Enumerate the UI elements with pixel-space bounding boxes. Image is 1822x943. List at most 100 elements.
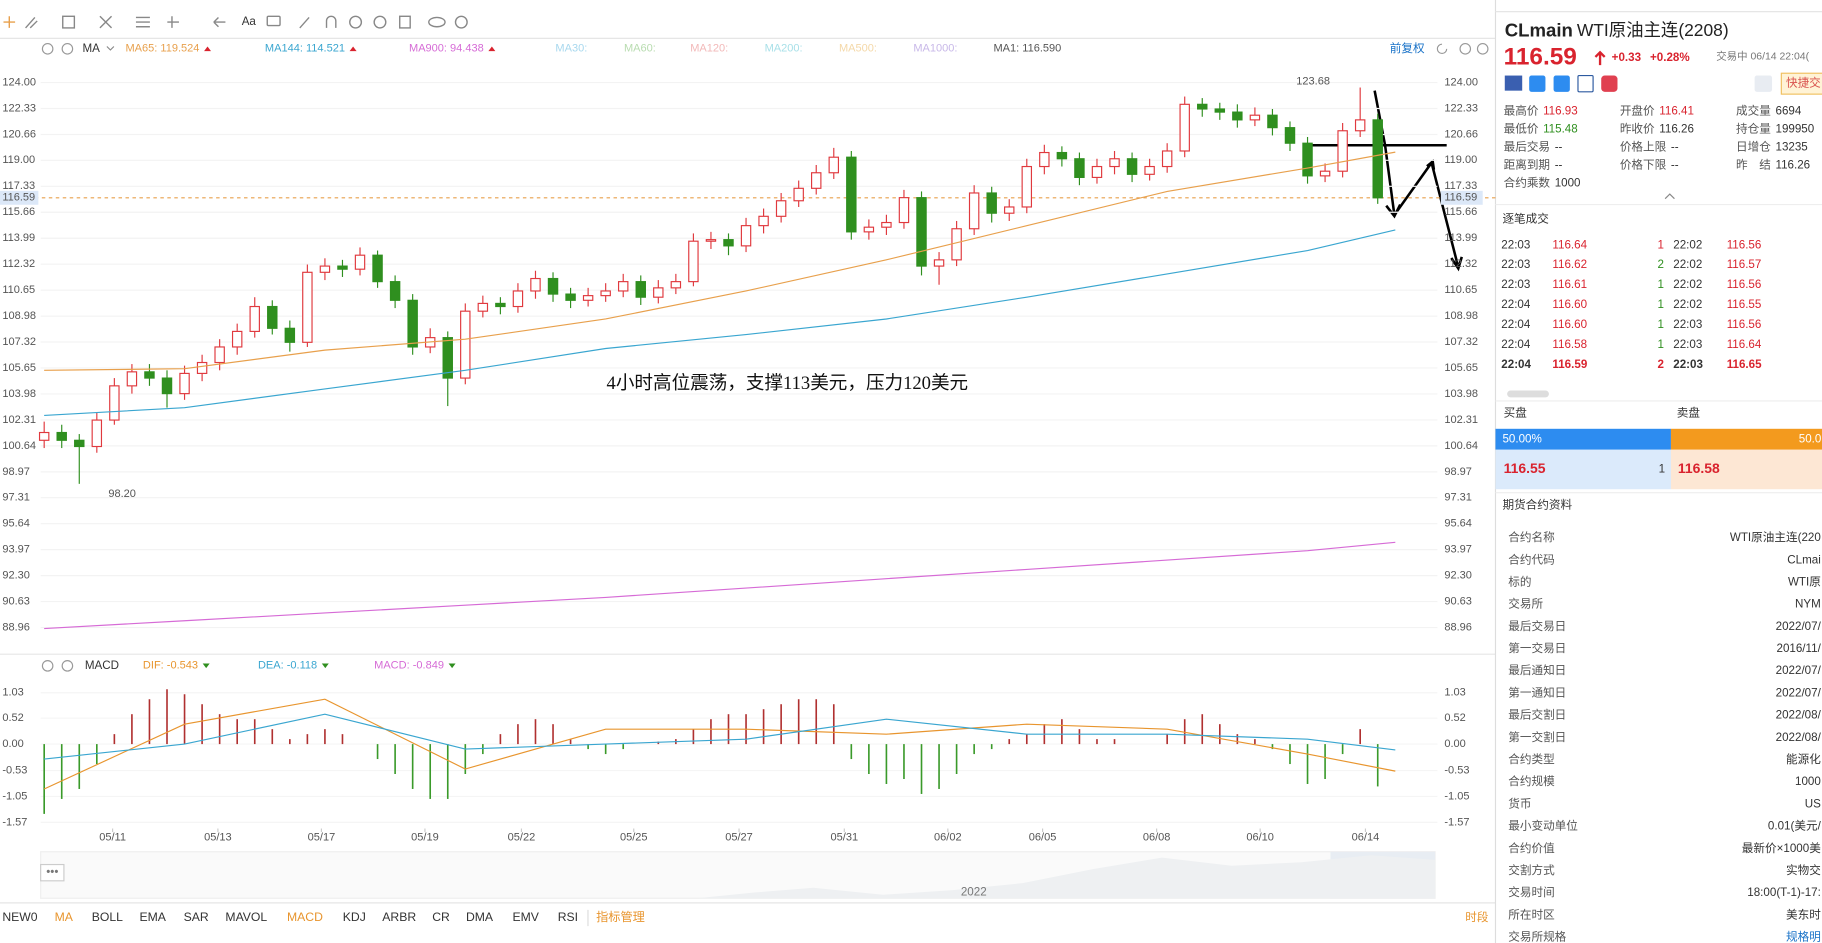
icon[interactable]	[1553, 75, 1570, 92]
candle-body	[1161, 150, 1173, 168]
indicator-tab[interactable]: CR	[432, 910, 450, 924]
indicator-tab[interactable]: MA	[55, 910, 74, 924]
more-dots[interactable]: •••	[46, 866, 58, 879]
y-tick-label: 0.52	[2, 712, 23, 724]
indicator-tab[interactable]: NEW0	[2, 910, 37, 924]
y-tick-label: -1.05	[2, 790, 27, 802]
x-tick-label: 05/13	[204, 832, 232, 844]
trade-cell: 116.60	[1552, 318, 1587, 331]
contract-value: 2016/11/	[1776, 642, 1821, 655]
fib-tool[interactable]	[99, 15, 113, 29]
indicator-tab[interactable]: EMA	[139, 910, 166, 924]
y-tick-label: 119.00	[1444, 154, 1477, 166]
hide-tool[interactable]	[373, 15, 387, 29]
favorite-icon[interactable]	[1601, 75, 1618, 92]
close-icon[interactable]	[61, 43, 74, 55]
y-tick-label: -1.05	[1444, 790, 1469, 802]
fast-trade[interactable]: 快捷交	[1786, 76, 1821, 90]
more-button[interactable]	[40, 863, 65, 882]
settings-tool[interactable]	[454, 15, 468, 29]
lock-tool[interactable]	[349, 15, 363, 29]
stat-value: 13235	[1775, 141, 1807, 154]
legend-arrow	[488, 46, 496, 52]
contract-label: 合约规模	[1508, 774, 1555, 788]
y-tick-label: 113.99	[1444, 232, 1477, 244]
line-tool[interactable]	[25, 16, 38, 29]
reset-icon[interactable]	[1436, 43, 1448, 55]
macd-title: MACD	[85, 659, 119, 672]
indicator-tab[interactable]: KDJ	[343, 910, 366, 924]
candle-body	[144, 371, 155, 379]
candle-body	[1337, 130, 1348, 172]
zoom-out-icon[interactable]	[1459, 43, 1472, 55]
indicator-tab[interactable]: BOLL	[92, 910, 123, 924]
candle-body	[775, 200, 787, 217]
candle-body	[1091, 165, 1103, 179]
candle-body	[1039, 151, 1050, 168]
trade-cell: 22:02	[1673, 278, 1702, 291]
period-button[interactable]: 时段	[1465, 910, 1489, 924]
indicator-line	[44, 229, 1396, 417]
settings-icon[interactable]	[41, 660, 54, 672]
stat-label: 成交量	[1736, 104, 1771, 118]
trade-cell: 2	[1658, 258, 1664, 271]
contract-label: 交易时间	[1508, 885, 1554, 899]
trade-cell: 22:03	[1501, 258, 1530, 271]
candle-body	[1074, 158, 1085, 179]
dropdown-icon[interactable]	[106, 46, 115, 51]
indicator-manage[interactable]: 指标管理	[596, 909, 645, 924]
candle-body	[1126, 158, 1138, 175]
last-price-box	[0, 190, 39, 205]
delete-tool[interactable]	[399, 15, 411, 29]
contract-value: 规格明	[1786, 930, 1821, 943]
contract-value: 2022/07/	[1776, 664, 1822, 677]
trade-cell: 1	[1658, 338, 1664, 351]
contract-label: 合约价值	[1508, 841, 1555, 855]
bid-pct: 50.00%	[1502, 432, 1541, 445]
indicator-tab[interactable]: EMV	[512, 910, 539, 924]
candle-body	[1284, 127, 1296, 144]
flag-icon[interactable]	[1504, 75, 1523, 91]
trade-cell: 22:03	[1673, 358, 1703, 371]
settings-icon[interactable]	[41, 43, 54, 55]
indicator-tab[interactable]: DMA	[466, 910, 494, 924]
compare-tool[interactable]	[428, 16, 446, 28]
close-icon[interactable]	[61, 660, 74, 672]
adjust-button[interactable]: 前复权	[1390, 41, 1425, 55]
zoom-in-icon[interactable]	[1476, 43, 1489, 55]
indicator-tab[interactable]: MAVOL	[225, 910, 267, 924]
trade-cell: 22:04	[1501, 318, 1531, 331]
icon[interactable]	[1577, 74, 1594, 93]
indicator-tab[interactable]: MACD	[287, 910, 323, 924]
indicator-name[interactable]: MA	[83, 42, 101, 55]
shape-tool[interactable]	[62, 15, 76, 29]
crosshair-tool[interactable]	[3, 16, 16, 28]
measure-tool[interactable]	[167, 16, 179, 28]
legend-entry: MA1000:	[913, 43, 957, 55]
contract-value: 实物交	[1786, 863, 1821, 877]
pen-tool[interactable]	[299, 16, 310, 29]
pattern-tool[interactable]	[135, 16, 150, 28]
icon[interactable]	[1529, 75, 1546, 92]
fast-trade-button[interactable]	[1780, 72, 1822, 95]
stat-label: 日增仓	[1736, 140, 1771, 154]
bell-icon[interactable]	[1754, 75, 1773, 92]
note-tool[interactable]	[266, 15, 281, 27]
magnet-tool[interactable]	[325, 15, 337, 28]
indicator-tab[interactable]: RSI	[558, 910, 578, 924]
stat-value: 116.41	[1659, 105, 1694, 118]
indicator-tab[interactable]: ARBR	[382, 910, 416, 924]
candle-body	[1354, 119, 1366, 132]
candle-body	[1197, 103, 1208, 110]
font-button[interactable]: Aa	[242, 15, 257, 28]
last-price-box	[1440, 190, 1483, 205]
collapse-icon[interactable]	[1664, 193, 1675, 200]
annotation: 4小时高位震荡，支撑113美元，压力120美元	[607, 373, 969, 394]
indicator-tab[interactable]: SAR	[184, 910, 209, 924]
contract-label: 最后交易日	[1508, 619, 1566, 633]
scrollbar[interactable]	[1507, 390, 1549, 398]
ask-cell	[1670, 449, 1822, 490]
arrow-tool[interactable]	[213, 16, 226, 28]
y-tick-label: 90.63	[1444, 595, 1472, 607]
